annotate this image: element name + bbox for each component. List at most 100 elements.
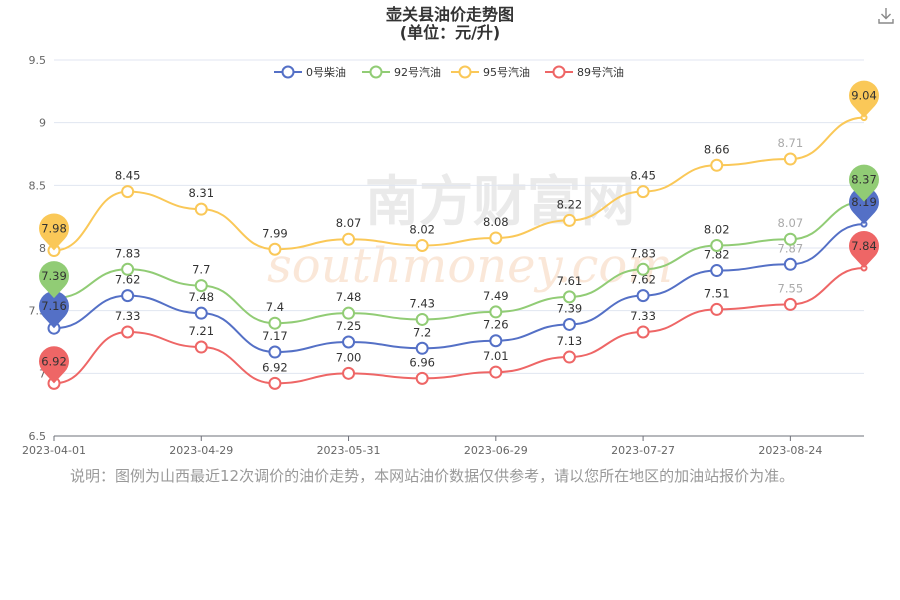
- data-point: [489, 334, 503, 348]
- data-point: [194, 279, 208, 293]
- x-tick-label: 2023-08-24: [758, 444, 822, 457]
- data-point: [415, 312, 429, 326]
- data-point: [194, 306, 208, 320]
- data-point: [783, 232, 797, 246]
- data-label: 8.71: [778, 136, 804, 150]
- data-label: 7.82: [704, 248, 730, 262]
- pin-first: [39, 213, 69, 251]
- data-point: [415, 371, 429, 385]
- data-label: 8.07: [336, 216, 362, 230]
- data-point: [121, 289, 135, 303]
- legend-marker: [552, 65, 566, 79]
- data-point: [415, 238, 429, 252]
- chart-title: 壶关县油价走势图: [386, 5, 514, 24]
- data-label: 7.4: [266, 300, 284, 314]
- data-label: 7.49: [483, 289, 509, 303]
- x-tick-label: 2023-04-29: [169, 444, 233, 457]
- data-label: 8.08: [483, 215, 509, 229]
- data-label: 8.02: [409, 222, 435, 236]
- data-label: 7.13: [557, 334, 583, 348]
- y-tick-label: 8: [39, 242, 46, 255]
- data-label: 7.87: [778, 241, 804, 255]
- chart-note: 说明：图例为山西最近12次调价的油价走势，本网站油价数据仅供参考，请以您所在地区…: [70, 467, 795, 485]
- download-icon[interactable]: [876, 6, 896, 26]
- data-label: 7.01: [483, 349, 509, 363]
- legend-marker: [369, 65, 383, 79]
- x-tick-label: 2023-05-31: [317, 444, 381, 457]
- pin-last-label: 9.04: [851, 89, 877, 103]
- data-point: [636, 185, 650, 199]
- data-point: [268, 376, 282, 390]
- data-label: 7.33: [630, 309, 656, 323]
- data-point: [194, 340, 208, 354]
- data-label: 7.83: [115, 246, 141, 260]
- legend-label: 92号汽油: [394, 65, 441, 79]
- x-tick-label: 2023-07-27: [611, 444, 675, 457]
- data-label: 7.25: [336, 319, 362, 333]
- data-point: [415, 341, 429, 355]
- legend-marker: [281, 65, 295, 79]
- data-point: [636, 325, 650, 339]
- data-point: [268, 345, 282, 359]
- data-label: 7.61: [557, 274, 583, 288]
- pin-last-label: 8.19: [851, 195, 877, 209]
- y-tick-label: 6.5: [29, 430, 47, 443]
- data-label: 8.02: [704, 222, 730, 236]
- data-label: 6.92: [262, 360, 288, 374]
- pin-last: [849, 187, 880, 225]
- data-label: 8.31: [188, 186, 214, 200]
- data-label: 7.21: [188, 324, 214, 338]
- data-point: [342, 366, 356, 380]
- data-label: 7.62: [115, 273, 141, 287]
- data-point: [783, 152, 797, 166]
- data-point: [562, 213, 576, 227]
- data-label: 7.2: [413, 325, 431, 339]
- data-point: [710, 302, 724, 316]
- data-point: [636, 289, 650, 303]
- data-label: 7.26: [483, 318, 509, 332]
- data-point: [636, 262, 650, 276]
- data-label: 7.51: [704, 286, 730, 300]
- legend-label: 95号汽油: [483, 65, 530, 79]
- watermark-en: southmoney.com: [267, 238, 673, 294]
- data-point: [710, 238, 724, 252]
- pin-last: [849, 164, 880, 202]
- data-point: [783, 257, 797, 271]
- data-label: 8.66: [704, 142, 730, 156]
- series-line: [53, 200, 865, 325]
- legend-label: 89号汽油: [577, 65, 624, 79]
- pin-last: [849, 230, 880, 269]
- data-label: 7.48: [188, 290, 214, 304]
- data-point: [121, 185, 135, 199]
- data-point: [710, 158, 724, 172]
- data-point: [562, 290, 576, 304]
- pin-first: [39, 261, 69, 299]
- data-point: [342, 335, 356, 349]
- chart-subtitle: (单位：元/升): [400, 23, 500, 42]
- data-label: 7.48: [336, 290, 362, 304]
- pin-last-label: 7.84: [851, 239, 877, 253]
- data-label: 8.45: [630, 169, 656, 183]
- data-label: 7.83: [630, 246, 656, 260]
- data-label: 7.17: [262, 329, 288, 343]
- data-label: 7.7: [192, 263, 210, 277]
- y-tick-label: 7: [39, 367, 46, 380]
- legend-marker: [458, 65, 472, 79]
- data-point: [710, 264, 724, 278]
- data-point: [268, 242, 282, 256]
- pin-first-label: 7.98: [41, 222, 67, 236]
- data-label: 8.22: [557, 197, 583, 211]
- pin-last: [849, 80, 880, 118]
- series-line: [53, 267, 865, 385]
- data-point: [489, 365, 503, 379]
- y-tick-label: 9: [39, 117, 46, 130]
- data-label: 7.55: [778, 281, 804, 295]
- data-point: [489, 305, 503, 319]
- data-label: 8.07: [778, 216, 804, 230]
- pin-first-label: 7.16: [41, 299, 67, 313]
- pin-last-label: 8.37: [851, 173, 877, 187]
- data-point: [783, 297, 797, 311]
- data-label: 7.99: [262, 226, 288, 240]
- data-point: [342, 306, 356, 320]
